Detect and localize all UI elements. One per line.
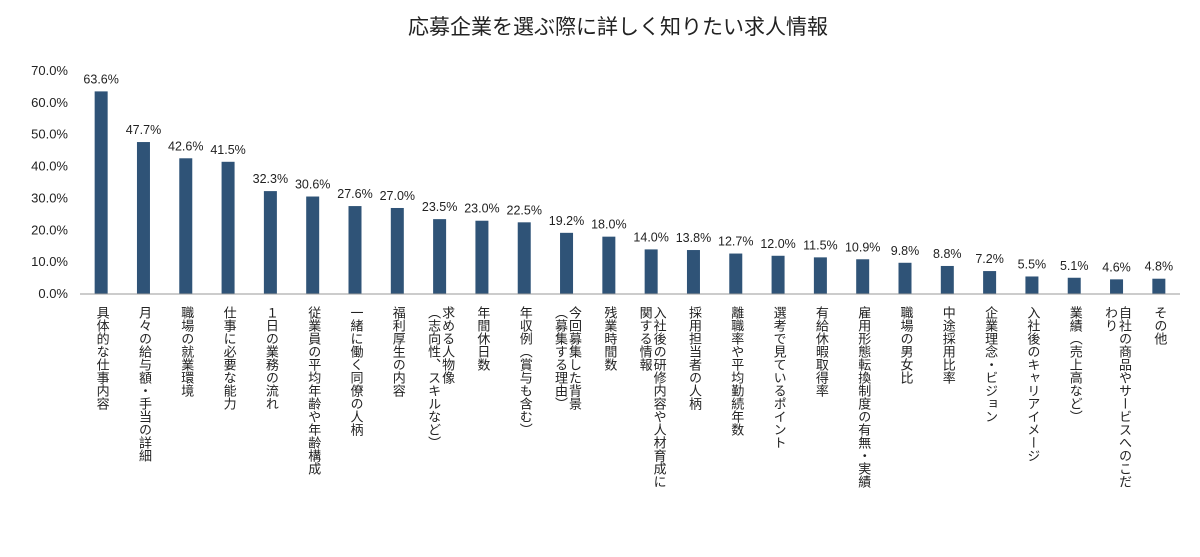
data-label: 63.6%: [83, 72, 118, 86]
bar: [686, 250, 700, 294]
y-tick-label: 20.0%: [31, 222, 68, 237]
data-label: 23.0%: [464, 202, 499, 216]
data-label: 12.7%: [718, 235, 753, 249]
bar: [306, 196, 320, 294]
category-label: 年収例（賞与も含む）: [517, 306, 533, 436]
bar: [517, 222, 531, 294]
category-label: 月々の給与額・手当の詳細: [136, 306, 152, 462]
data-label: 41.5%: [210, 143, 245, 157]
bar: [602, 236, 616, 294]
category-label: 入社後のキャリアイメージ: [1024, 306, 1040, 462]
category-label: （志向性、スキルなど）: [425, 306, 441, 449]
bar: [983, 271, 997, 294]
bar: [179, 158, 193, 294]
bar: [1025, 276, 1039, 294]
category-label: 自社の商品やサービスへのこだ: [1116, 306, 1132, 488]
category-label: 中途採用比率: [940, 306, 956, 384]
y-tick-label: 0.0%: [38, 286, 68, 301]
data-label: 30.6%: [295, 178, 330, 192]
data-label: 27.6%: [337, 187, 372, 201]
bar: [1110, 279, 1124, 294]
bar: [813, 257, 827, 294]
category-label: わり: [1102, 306, 1118, 332]
category-label: 入社後の研修内容や人材育成に: [651, 306, 667, 488]
category-label: 残業時間数: [601, 306, 617, 371]
category-label: 雇用形態転換制度の有無・実績: [855, 305, 871, 488]
category-label: 従業員の平均年齢や年齢構成: [305, 306, 321, 476]
data-label: 23.5%: [422, 200, 457, 214]
bar: [263, 191, 277, 294]
y-tick-label: 50.0%: [31, 127, 68, 142]
data-label: 12.0%: [760, 237, 795, 251]
category-label: 選考で見ているポイント: [771, 306, 787, 449]
category-label: 福利厚生の内容: [390, 306, 406, 398]
category-label: （募集する理由）: [552, 306, 568, 410]
bar: [560, 232, 574, 294]
data-label: 42.6%: [168, 139, 203, 153]
data-label: 27.0%: [380, 189, 415, 203]
category-label: １日の業務の流れ: [263, 306, 279, 410]
bar: [644, 249, 658, 294]
category-label: 離職率や平均勤続年数: [728, 306, 744, 436]
bar: [221, 161, 235, 294]
bar: [1067, 277, 1081, 294]
data-label: 32.3%: [253, 172, 288, 186]
data-label: 22.5%: [507, 203, 542, 217]
bar: [475, 220, 489, 294]
category-label: その他: [1151, 306, 1167, 346]
bar: [898, 262, 912, 294]
data-label: 18.0%: [591, 218, 626, 232]
y-axis-ticks: 0.0% 10.0% 20.0% 30.0% 40.0% 50.0% 60.0% 70.0%: [31, 63, 68, 301]
y-tick-label: 40.0%: [31, 159, 68, 174]
data-label: 4.6%: [1102, 260, 1131, 274]
data-labels: 63.6% 47.7% 42.6% 41.5% 32.3% 30.6% 27.6% 27.0%…: [83, 72, 1173, 274]
data-label: 14.0%: [633, 230, 668, 244]
data-label: 4.8%: [1145, 260, 1174, 274]
y-tick-label: 30.0%: [31, 190, 68, 205]
chart-title: 応募企業を選ぶ際に詳しく知りたい求人情報: [408, 15, 828, 39]
y-tick-label: 70.0%: [31, 63, 68, 78]
data-label: 13.8%: [676, 231, 711, 245]
bar: [856, 259, 870, 294]
category-labels: 具体的な仕事内容 月々の給与額・手当の詳細 職場の就業環境 仕事に必要な能力 １日の業務…: [94, 305, 1167, 488]
category-label: 有給休暇取得率: [813, 306, 829, 397]
category-label: 関する情報: [637, 306, 653, 371]
y-tick-label: 60.0%: [31, 95, 68, 110]
data-label: 8.8%: [933, 247, 962, 261]
bar: [348, 206, 362, 294]
category-label: 求める人物像: [439, 306, 455, 384]
y-tick-label: 10.0%: [31, 254, 68, 269]
category-label: 職場の男女比: [898, 306, 914, 385]
bar: [433, 219, 447, 294]
data-label: 19.2%: [549, 214, 584, 228]
data-label: 5.5%: [1018, 257, 1047, 271]
bar: [1152, 278, 1166, 294]
bar: [729, 253, 743, 294]
bar: [390, 207, 404, 294]
category-label: 職場の就業環境: [178, 306, 194, 397]
category-label: 具体的な仕事内容: [94, 306, 110, 411]
bar: [94, 91, 108, 294]
bar: [771, 255, 785, 294]
category-label: 一緒に働く同僚の人柄: [348, 306, 364, 436]
category-label: 今回募集した背景: [566, 305, 582, 410]
data-label: 11.5%: [803, 238, 838, 252]
category-label: 企業理念・ビジョン: [982, 305, 998, 423]
bar: [940, 265, 954, 294]
category-label: 仕事に必要な能力: [221, 306, 237, 411]
category-label: 年間休日数: [474, 306, 490, 371]
data-label: 9.8%: [891, 244, 920, 258]
bar: [136, 142, 150, 294]
data-label: 10.9%: [845, 240, 880, 254]
category-label: 採用担当者の人柄: [686, 306, 702, 410]
data-label: 7.2%: [975, 252, 1004, 266]
bars: [94, 91, 1166, 294]
data-label: 5.1%: [1060, 259, 1089, 273]
category-label: 業績（売上高など）: [1067, 305, 1083, 423]
data-label: 47.7%: [126, 123, 161, 137]
